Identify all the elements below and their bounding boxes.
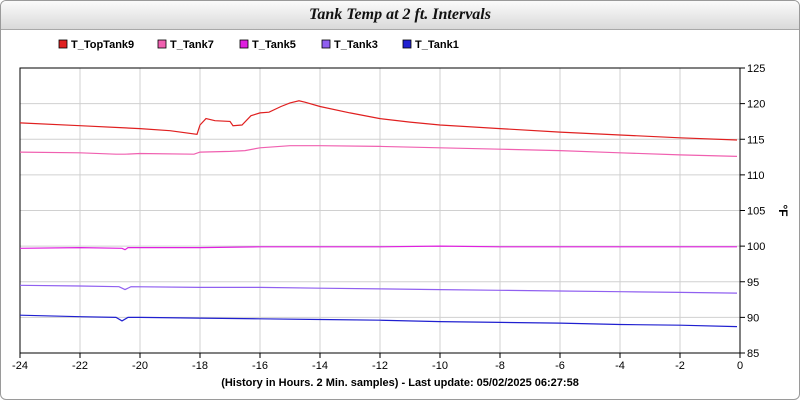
x-tick-label: 0 [737, 360, 743, 372]
x-tick-label: -12 [372, 360, 388, 372]
legend-label: T_TopTank9 [71, 39, 134, 51]
x-tick-label: -2 [675, 360, 685, 372]
x-tick-label: -6 [555, 360, 565, 372]
y-tick-label: 85 [747, 348, 759, 360]
legend-swatch [157, 39, 167, 49]
x-tick-label: -20 [132, 360, 148, 372]
legend-label: T_Tank1 [415, 39, 459, 51]
y-tick-label: 100 [747, 241, 765, 253]
chart-title: Tank Temp at 2 ft. Intervals [309, 6, 491, 23]
series-line-T_TopTank9 [19, 100, 738, 141]
y-tick-label: 95 [747, 277, 759, 289]
legend-item: T_Tank3 [321, 39, 378, 51]
legend-label: T_Tank7 [170, 39, 214, 51]
x-tick-label: -18 [192, 360, 208, 372]
series-line-T_Tank7 [19, 145, 738, 157]
x-tick-label: -16 [252, 360, 268, 372]
x-axis-ticks: -24 -22 -20 -18 -16 -14 -12 -10 -8 -6 -4 -2 0 [12, 353, 743, 372]
legend-swatch [321, 39, 331, 49]
legend: T_TopTank9 T_Tank7 T_Tank5 T_Tank3 T_Tank1 [58, 39, 459, 51]
x-tick-label: -8 [495, 360, 505, 372]
grid-lines [19, 67, 741, 354]
legend-item: T_Tank7 [157, 39, 214, 51]
legend-item: T_Tank5 [239, 39, 296, 51]
legend-item: T_Tank1 [402, 39, 459, 51]
y-axis-ticks: 85 90 95 100 105 110 115 120 125 [740, 63, 765, 360]
series-line-T_Tank5 [19, 245, 737, 251]
legend-swatch [58, 39, 68, 49]
legend-item: T_TopTank9 [58, 39, 134, 51]
chart-title-bar: Tank Temp at 2 ft. Intervals [1, 1, 799, 30]
x-tick-label: -22 [72, 360, 88, 372]
y-tick-label: 120 [747, 99, 765, 111]
legend-swatch [239, 39, 249, 49]
y-axis-label: °F [776, 204, 790, 216]
y-tick-label: 90 [747, 312, 759, 324]
y-tick-label: 110 [747, 170, 765, 182]
x-tick-label: -10 [432, 360, 448, 372]
x-tick-label: -14 [312, 360, 328, 372]
series-line-T_Tank3 [19, 284, 738, 294]
legend-label: T_Tank5 [252, 39, 296, 51]
series-line-T_Tank1 [19, 314, 738, 328]
legend-label: T_Tank3 [334, 39, 378, 51]
x-tick-label: -24 [12, 360, 28, 372]
series-lines [19, 100, 738, 328]
y-tick-label: 105 [747, 206, 765, 218]
y-tick-label: 115 [747, 134, 765, 146]
x-axis-label: (History in Hours. 2 Min. samples) - Las… [221, 377, 579, 389]
x-tick-label: -4 [615, 360, 625, 372]
legend-swatch [402, 39, 412, 49]
y-tick-label: 125 [747, 63, 765, 75]
